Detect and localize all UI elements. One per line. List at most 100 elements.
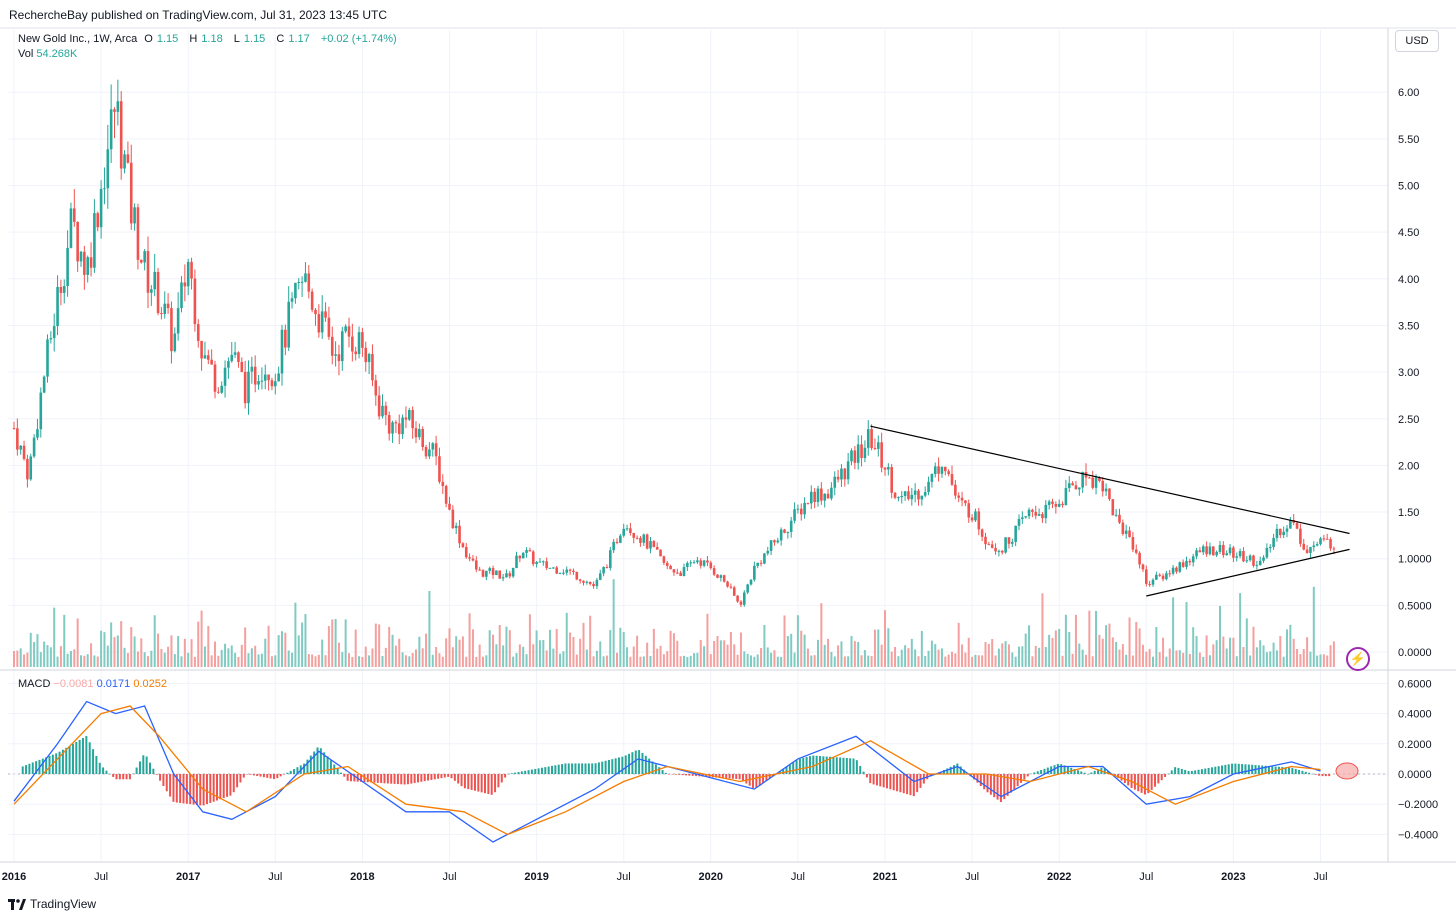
- macd-hist-bar: [664, 772, 667, 774]
- currency-button[interactable]: USD: [1395, 30, 1439, 52]
- candle-body: [964, 500, 967, 504]
- candle-body: [659, 549, 662, 557]
- candle-body: [123, 154, 126, 169]
- candle-body: [140, 259, 143, 263]
- candle-body: [1037, 514, 1041, 516]
- macd-hist-bar: [447, 774, 450, 777]
- macd-hist-bar: [172, 774, 175, 802]
- macd-hist-bar: [618, 757, 621, 774]
- volume-bar: [237, 656, 240, 667]
- candle-body: [52, 326, 56, 339]
- macd-hist-bar: [668, 774, 671, 775]
- macd-hist-bar: [216, 774, 219, 801]
- macd-hist-bar: [989, 774, 992, 795]
- volume-bar: [1162, 637, 1165, 667]
- volume-bar: [1048, 634, 1051, 667]
- macd-hist-bar: [735, 774, 738, 780]
- volume-bar: [1081, 649, 1084, 667]
- volume-bar: [411, 653, 414, 667]
- macd-hist-bar: [390, 774, 393, 784]
- candle-body: [1208, 546, 1212, 555]
- volume-bar: [1155, 626, 1158, 667]
- volume-bar: [33, 642, 36, 667]
- candle-body: [391, 422, 394, 434]
- candle-body: [213, 364, 217, 392]
- time-tick-label: 2017: [176, 871, 200, 883]
- volume-bar: [910, 638, 913, 667]
- candle-body: [779, 529, 783, 541]
- macd-hist-bar: [115, 774, 118, 780]
- candle-body: [558, 573, 562, 575]
- macd-hist-bar: [490, 774, 493, 795]
- volume-bar: [833, 656, 836, 667]
- macd-hist-bar: [410, 774, 413, 784]
- volume-bar: [934, 644, 937, 667]
- candle-body: [263, 374, 267, 381]
- volume-bar: [642, 656, 645, 667]
- volume-bar: [853, 641, 856, 667]
- volume-bar: [763, 624, 766, 667]
- macd-hist-bar: [638, 750, 641, 774]
- candle-body: [324, 311, 327, 318]
- volume-bar: [1128, 617, 1131, 667]
- candle-body: [284, 329, 287, 348]
- candle-body: [193, 278, 197, 325]
- macd-hist-bar: [1167, 773, 1170, 775]
- macd-hist-bar: [1284, 767, 1287, 774]
- volume-bar: [719, 640, 722, 667]
- candle-body: [1248, 555, 1252, 561]
- volume-bar: [374, 623, 377, 667]
- macd-hist-bar: [728, 774, 731, 779]
- volume-bar: [130, 627, 133, 667]
- macd-hist-bar: [212, 774, 215, 802]
- macd-hist-bar: [896, 774, 899, 792]
- lightning-icon[interactable]: ⚡: [1346, 647, 1370, 671]
- volume-bar: [304, 614, 307, 667]
- volume-bar: [1168, 648, 1171, 667]
- macd-hist-bar: [195, 774, 198, 806]
- candle-body: [1225, 553, 1228, 556]
- volume-bar: [585, 649, 588, 667]
- candle-body: [759, 562, 763, 564]
- volume-bar: [187, 652, 190, 667]
- volume-bar: [796, 615, 799, 667]
- volume-bar: [1275, 650, 1278, 667]
- volume-bar: [810, 655, 813, 667]
- volume-bar: [59, 646, 62, 667]
- volume-bar: [924, 655, 927, 667]
- candle-body: [1081, 472, 1084, 488]
- candle-body: [552, 567, 555, 569]
- candle-body: [1232, 547, 1235, 558]
- candle-body: [66, 247, 69, 287]
- volume-bar: [1165, 656, 1168, 667]
- volume-bar: [1044, 646, 1047, 667]
- volume-bar: [907, 648, 910, 667]
- volume-bar: [954, 653, 957, 667]
- volume-bar: [1239, 593, 1242, 667]
- candle-body: [166, 303, 170, 309]
- volume-bar: [247, 653, 250, 667]
- macd-hist-bar: [530, 769, 533, 774]
- volume-bar: [1064, 614, 1067, 667]
- volume-bar: [314, 656, 317, 667]
- candle-body: [310, 291, 314, 310]
- volume-bar: [441, 656, 444, 667]
- volume-bar: [1041, 593, 1044, 667]
- candle-body: [860, 444, 863, 459]
- candle-body: [1061, 503, 1064, 506]
- volume-bar: [1135, 621, 1138, 667]
- macd-hist-bar: [805, 756, 808, 774]
- macd-hist-bar: [688, 774, 691, 776]
- macd-hist-bar: [959, 766, 962, 774]
- macd-hist-bar: [423, 774, 426, 782]
- price-tick-label: 3.00: [1398, 367, 1419, 379]
- volume-bar: [579, 638, 582, 667]
- volume-bar: [150, 650, 153, 667]
- macd-hist-bar: [313, 751, 316, 774]
- volume-bar: [545, 650, 548, 667]
- candle-body: [146, 251, 150, 293]
- macd-hist-bar: [855, 760, 858, 774]
- macd-hist-bar: [316, 747, 319, 774]
- macd-hist-bar: [634, 750, 637, 774]
- candle-body: [1131, 537, 1135, 550]
